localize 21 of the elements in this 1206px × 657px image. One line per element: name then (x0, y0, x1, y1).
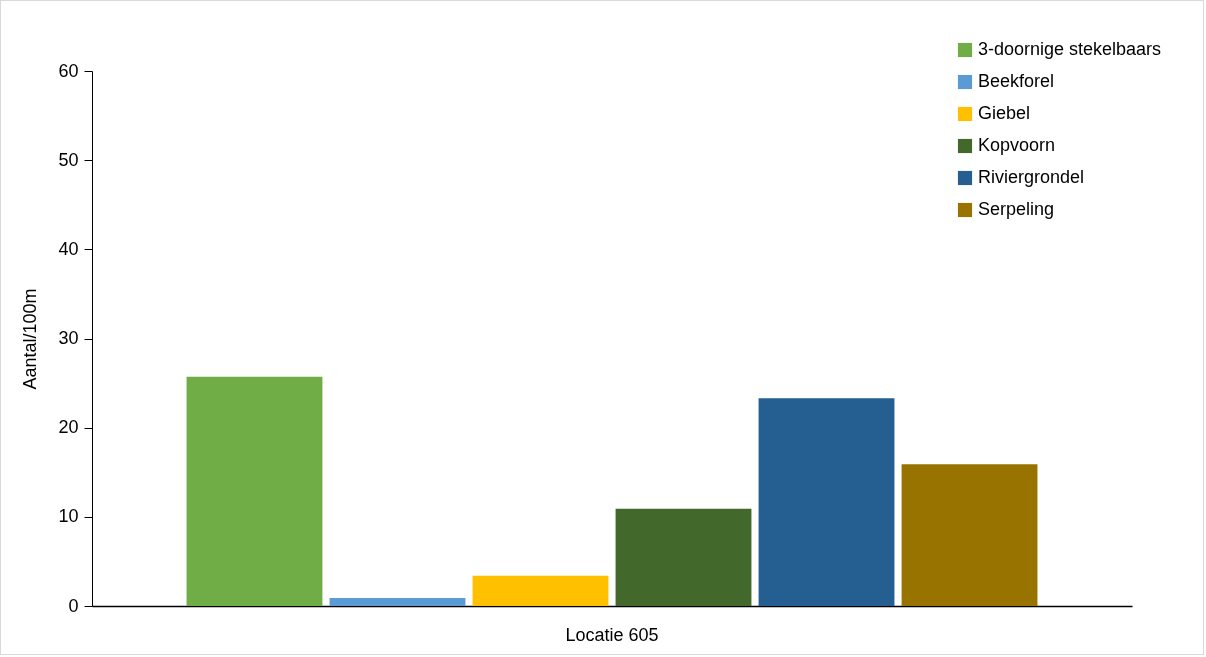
bar (615, 508, 752, 606)
bar (758, 398, 895, 606)
y-tick-label: 10 (58, 506, 79, 527)
y-tick-label: 0 (68, 595, 79, 616)
bar (329, 597, 466, 606)
y-tick-label: 60 (58, 60, 79, 81)
bar (472, 575, 609, 606)
bar (901, 464, 1038, 606)
legend-label: Beekforel (978, 71, 1055, 91)
y-tick-label: 20 (58, 417, 79, 438)
y-tick-label: 30 (58, 328, 79, 348)
y-tick-label: 50 (58, 149, 79, 170)
legend-label: Kopvoorn (978, 135, 1056, 155)
legend-label: 3-doornige stekelbaars (978, 39, 1162, 59)
x-tick-label: Locatie 605 (565, 624, 659, 645)
legend-label: Serpeling (978, 199, 1055, 219)
legend-label: Giebel (978, 103, 1031, 123)
y-axis-title: Aantal/100m (20, 288, 41, 390)
legend-label: Riviergrondel (978, 167, 1085, 187)
y-tick-label: 40 (58, 238, 79, 259)
bar (186, 376, 323, 606)
